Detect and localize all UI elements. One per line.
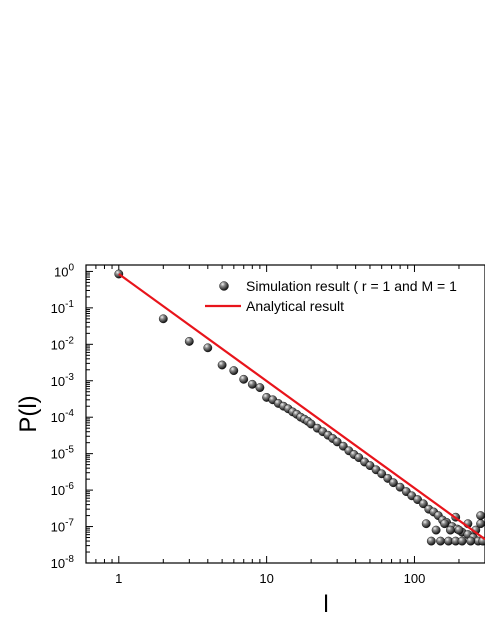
legend-analytical-label: Analytical result [246,298,344,314]
simulation-point [431,525,441,535]
y-tick-label: 10-2 [51,335,75,352]
simulation-point [395,482,405,492]
simulation-point [436,536,445,546]
simulation-point [454,525,464,535]
y-tick-label: 100 [54,262,74,279]
x-tick-label: 1 [115,571,122,586]
x-axis-ticks: 1 10 100 [85,265,485,586]
simulation-point [217,360,227,370]
y-axis-title: P(l) [15,395,42,432]
x-tick-label: 10 [259,571,273,586]
legend-simulation-label: Simulation result ( r = 1 and M = 1 [246,278,457,294]
simulation-point [239,374,249,384]
simulation-point [229,366,239,375]
x-tick-label: 100 [404,571,426,586]
y-tick-label: 10-7 [51,518,75,535]
simulation-point [365,461,375,470]
simulation-point [332,437,342,447]
y-tick-label: 10-8 [51,554,75,571]
simulation-point [388,478,398,488]
y-tick-label: 10-1 [51,299,75,316]
simulation-point [184,336,194,346]
simulation-point [158,314,168,324]
simulation-point [476,519,485,529]
simulation-point [203,343,213,353]
y-axis-ticks: 100 10-1 10-2 10-3 10-4 10-5 10-6 10-7 10-8 [51,262,93,571]
plot-frame [85,264,485,564]
y-tick-label: 10-3 [51,372,75,389]
simulation-point [421,519,431,529]
simulation-point [306,419,316,429]
y-tick-label: 10-5 [51,445,75,462]
y-tick-label: 10-6 [51,481,75,498]
simulation-point [445,525,455,535]
simulation-point [255,383,265,392]
x-axis-title: l [323,591,328,618]
simulation-point [426,536,436,546]
simulation-point [377,469,387,479]
plot-border [85,264,485,564]
y-tick-label: 10-4 [51,408,75,425]
analytical-line [118,273,485,541]
simulation-point [476,511,485,520]
simulation-point [457,536,467,546]
simulation-point [418,499,428,509]
simulation-point [247,379,257,389]
legend-simulation-marker [219,281,229,291]
simulation-point [440,519,449,529]
data-layer [114,269,485,546]
legend: Simulation result ( r = 1 and M = 1 Analy… [205,278,457,314]
simulation-point [466,536,476,546]
